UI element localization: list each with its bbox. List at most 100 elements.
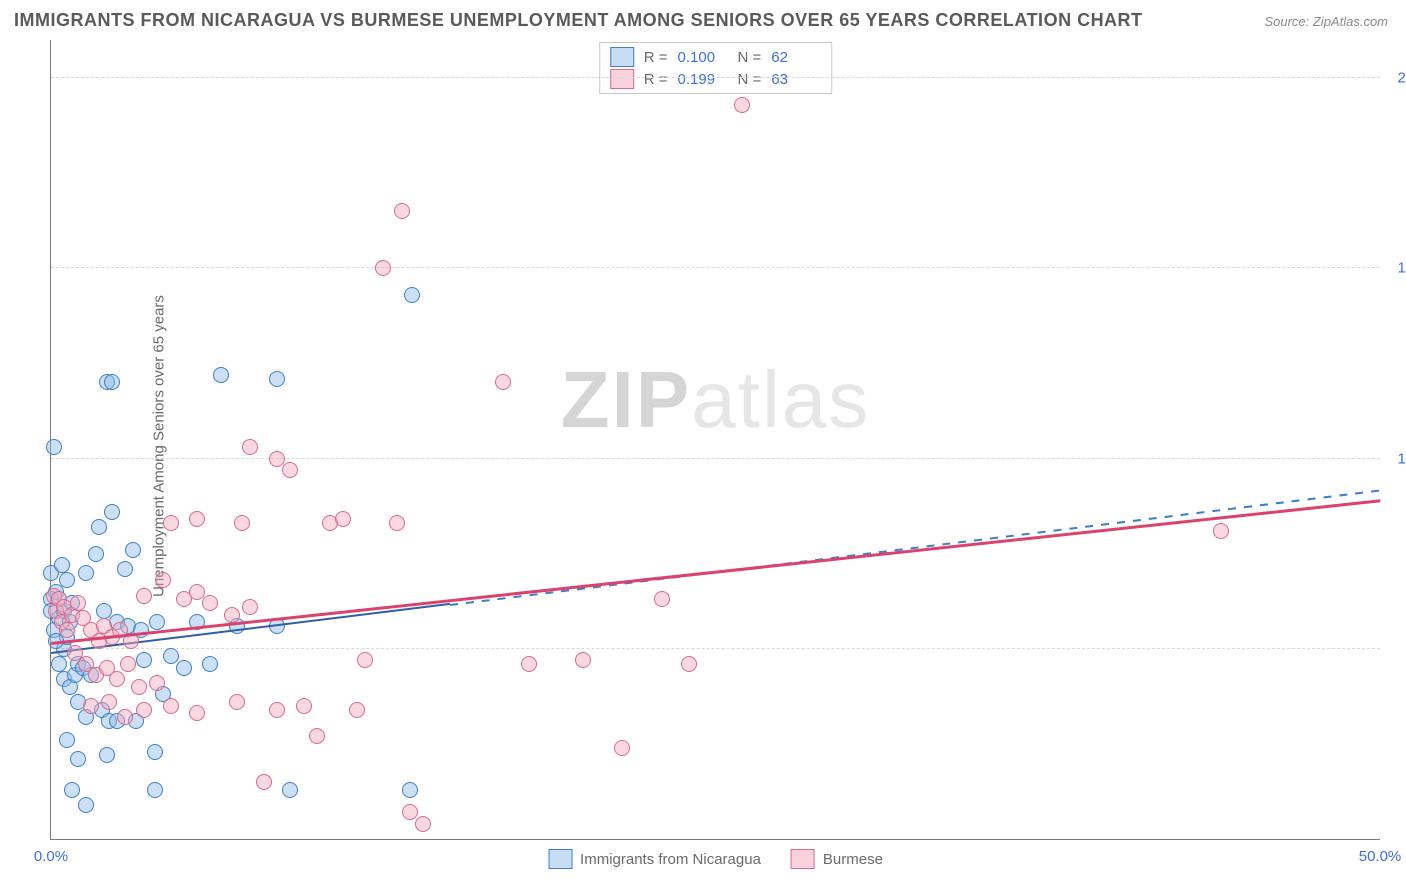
legend-item: Immigrants from Nicaragua bbox=[548, 849, 761, 869]
y-tick-label: 10.0% bbox=[1397, 450, 1406, 467]
scatter-point bbox=[213, 367, 229, 383]
scatter-point bbox=[404, 287, 420, 303]
scatter-point bbox=[59, 622, 75, 638]
scatter-point bbox=[54, 557, 70, 573]
n-value: 62 bbox=[771, 49, 821, 66]
scatter-point bbox=[309, 728, 325, 744]
scatter-point bbox=[125, 542, 141, 558]
r-label: R = bbox=[644, 49, 668, 66]
scatter-point bbox=[117, 709, 133, 725]
scatter-point bbox=[654, 591, 670, 607]
scatter-point bbox=[70, 595, 86, 611]
scatter-point bbox=[269, 451, 285, 467]
scatter-point bbox=[202, 595, 218, 611]
scatter-point bbox=[734, 97, 750, 113]
scatter-point bbox=[402, 782, 418, 798]
scatter-point bbox=[415, 816, 431, 832]
gridline-h bbox=[51, 648, 1380, 649]
scatter-point bbox=[149, 675, 165, 691]
scatter-point bbox=[104, 374, 120, 390]
legend-swatch-icon bbox=[791, 849, 815, 869]
scatter-point bbox=[357, 652, 373, 668]
legend-series: Immigrants from Nicaragua Burmese bbox=[548, 849, 883, 869]
scatter-point bbox=[120, 656, 136, 672]
scatter-point bbox=[282, 782, 298, 798]
scatter-plot-area: ZIPatlas R = 0.100 N = 62 R = 0.199 N = … bbox=[50, 40, 1380, 840]
r-label: R = bbox=[644, 71, 668, 88]
scatter-point bbox=[136, 588, 152, 604]
scatter-point bbox=[149, 614, 165, 630]
scatter-point bbox=[495, 374, 511, 390]
scatter-point bbox=[256, 774, 272, 790]
scatter-point bbox=[402, 804, 418, 820]
legend-label: Immigrants from Nicaragua bbox=[580, 851, 761, 868]
scatter-point bbox=[242, 439, 258, 455]
scatter-point bbox=[282, 462, 298, 478]
scatter-point bbox=[136, 652, 152, 668]
legend-item: Burmese bbox=[791, 849, 883, 869]
scatter-point bbox=[46, 439, 62, 455]
scatter-point bbox=[269, 702, 285, 718]
scatter-point bbox=[51, 656, 67, 672]
scatter-point bbox=[104, 504, 120, 520]
scatter-point bbox=[59, 732, 75, 748]
scatter-point bbox=[375, 260, 391, 276]
x-tick-label: 0.0% bbox=[34, 848, 68, 865]
scatter-point bbox=[131, 679, 147, 695]
source-attribution: Source: ZipAtlas.com bbox=[1264, 14, 1388, 29]
n-label: N = bbox=[738, 49, 762, 66]
scatter-point bbox=[91, 519, 107, 535]
scatter-point bbox=[59, 572, 75, 588]
gridline-h bbox=[51, 267, 1380, 268]
scatter-point bbox=[681, 656, 697, 672]
legend-swatch-icon bbox=[610, 47, 634, 67]
scatter-point bbox=[1213, 523, 1229, 539]
scatter-point bbox=[224, 607, 240, 623]
scatter-point bbox=[88, 546, 104, 562]
n-value: 63 bbox=[771, 71, 821, 88]
scatter-point bbox=[78, 797, 94, 813]
scatter-point bbox=[163, 648, 179, 664]
legend-swatch-icon bbox=[548, 849, 572, 869]
gridline-h bbox=[51, 77, 1380, 78]
scatter-point bbox=[389, 515, 405, 531]
scatter-point bbox=[234, 515, 250, 531]
scatter-point bbox=[147, 782, 163, 798]
scatter-point bbox=[147, 744, 163, 760]
watermark: ZIPatlas bbox=[561, 354, 870, 446]
scatter-point bbox=[575, 652, 591, 668]
scatter-point bbox=[521, 656, 537, 672]
scatter-point bbox=[242, 599, 258, 615]
scatter-point bbox=[83, 698, 99, 714]
scatter-point bbox=[163, 698, 179, 714]
scatter-point bbox=[117, 561, 133, 577]
scatter-point bbox=[109, 671, 125, 687]
scatter-point bbox=[394, 203, 410, 219]
scatter-point bbox=[189, 511, 205, 527]
n-label: N = bbox=[738, 71, 762, 88]
scatter-point bbox=[136, 702, 152, 718]
trend-line bbox=[450, 489, 1380, 605]
scatter-point bbox=[349, 702, 365, 718]
scatter-point bbox=[163, 515, 179, 531]
scatter-point bbox=[78, 565, 94, 581]
y-tick-label: 15.0% bbox=[1397, 260, 1406, 277]
scatter-point bbox=[64, 782, 80, 798]
scatter-point bbox=[202, 656, 218, 672]
legend-stats-row: R = 0.199 N = 63 bbox=[610, 69, 822, 89]
gridline-h bbox=[51, 458, 1380, 459]
scatter-point bbox=[99, 747, 115, 763]
r-value: 0.100 bbox=[678, 49, 728, 66]
scatter-point bbox=[155, 572, 171, 588]
scatter-point bbox=[101, 694, 117, 710]
scatter-point bbox=[176, 660, 192, 676]
legend-label: Burmese bbox=[823, 851, 883, 868]
scatter-point bbox=[269, 371, 285, 387]
legend-swatch-icon bbox=[610, 69, 634, 89]
scatter-point bbox=[96, 603, 112, 619]
scatter-point bbox=[189, 584, 205, 600]
chart-title: IMMIGRANTS FROM NICARAGUA VS BURMESE UNE… bbox=[14, 10, 1143, 31]
y-tick-label: 20.0% bbox=[1397, 70, 1406, 87]
scatter-point bbox=[229, 694, 245, 710]
x-tick-label: 50.0% bbox=[1359, 848, 1402, 865]
